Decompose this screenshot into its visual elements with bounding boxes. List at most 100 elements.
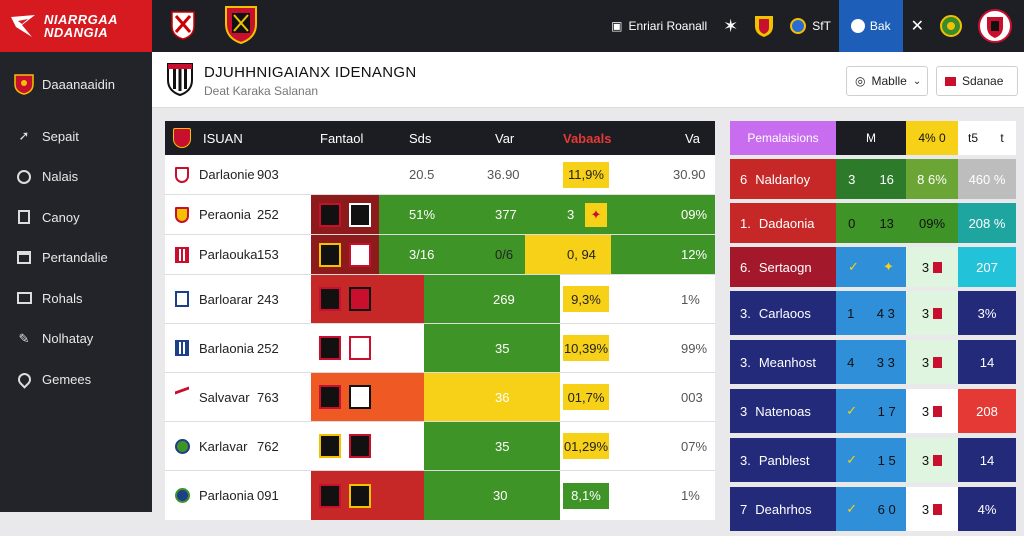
stat-va: 12% <box>681 247 708 262</box>
crest-pair-icon <box>319 471 371 520</box>
green-crest-icon[interactable] <box>932 0 970 52</box>
club-crest-icon[interactable] <box>170 10 196 40</box>
monitor-icon: ▣ <box>611 19 623 33</box>
col-header-sds[interactable]: Sds <box>409 130 432 146</box>
table-row[interactable]: Karlavar 762 35 01,29% 07% <box>165 422 715 471</box>
pin-icon: ➚ <box>18 128 30 144</box>
col-header-name[interactable]: Pemalaisions <box>730 121 836 155</box>
ranking-row[interactable]: 7 Deahrhos ✓ 6 0 3 4% <box>730 487 1016 531</box>
col-header-team[interactable]: ISUAN <box>203 130 243 146</box>
rank: 3. <box>740 452 751 468</box>
bar-segment <box>424 275 560 323</box>
crest-pair-icon <box>319 324 371 372</box>
stat-va: 07% <box>681 438 708 454</box>
sidebar-item-nalais[interactable]: Nalais <box>0 157 152 198</box>
team-name: Salvavar <box>199 389 250 405</box>
ranking-row[interactable]: 3. Carlaoos 1 4 3 3 3% <box>730 291 1016 335</box>
round-crest-icon <box>978 9 1012 43</box>
user-crest-icon[interactable] <box>970 0 1024 52</box>
team-crest-icon <box>175 155 189 194</box>
stat-d: 208 % <box>958 203 1016 243</box>
sidebar-item-pertandalie[interactable]: Pertandalie <box>0 238 152 279</box>
team-number: 243 <box>257 291 279 307</box>
bar-segment <box>379 235 525 274</box>
bar-segment <box>525 235 611 274</box>
star-icon[interactable]: ✶ <box>723 15 739 36</box>
filter-dropdown[interactable]: ◎ Mablle ⌄ <box>846 66 928 96</box>
col-header-vabaals[interactable]: Vabaals <box>563 130 612 146</box>
sidebar-item-label: Pertandalie <box>42 250 108 266</box>
stat-d: 14 <box>958 438 1016 482</box>
standings-table: ISUAN Fantaol Sds Var Vabaals Va Darlaon… <box>165 121 715 520</box>
club-shield-icon[interactable] <box>224 4 258 44</box>
stat-va: 1% <box>681 291 700 307</box>
sidebar-item-nolhatay[interactable]: ✎ Nolhatay <box>0 319 152 360</box>
team-name: Peraonia <box>199 207 252 222</box>
settings-icon[interactable]: ✕ <box>910 18 924 35</box>
bar-segment <box>424 422 560 470</box>
stat-c-value: 3 <box>921 354 930 370</box>
team-crest-icon <box>175 235 189 274</box>
sidebar-item-label: Canoy <box>42 209 80 225</box>
col-header-var[interactable]: Var <box>495 130 515 146</box>
brand-bird-icon <box>11 15 35 37</box>
ranking-row[interactable]: 6. Sertaogn ✓ ✦ 3 207 <box>730 247 1016 287</box>
team-name: Barloarar <box>199 291 253 307</box>
brand-logo[interactable]: NIARRGAA NDANGIA <box>0 0 152 52</box>
crest-pair-icon <box>319 195 371 234</box>
col-header-va[interactable]: Va <box>685 130 700 146</box>
rank: 1. <box>740 215 751 231</box>
club-badge-icon[interactable] <box>746 0 782 52</box>
sidebar-item-gemees[interactable]: Gemees <box>0 359 152 400</box>
table-row[interactable]: Parlaouka 153 3/16 0/6 0, 94 12% <box>165 235 715 275</box>
sidebar-item-label: Nolhatay <box>42 331 94 347</box>
table-row[interactable]: Barlaonia 252 35 10,39% 99% <box>165 324 715 373</box>
rank: 3. <box>740 305 751 321</box>
stat-b: 13 <box>879 215 894 231</box>
sidebar-item-team[interactable]: Daaanaaidin <box>0 52 152 116</box>
stat-vabaals: 9,3% <box>563 286 609 312</box>
stat-vabaals: 0, 94 <box>567 247 596 262</box>
ranking-row[interactable]: 3. Panblest ✓ 1 5 3 14 <box>730 438 1016 482</box>
sidebar-item-label: Sepait <box>42 128 79 144</box>
table-row[interactable]: Darlaonie 903 20.5 36.90 11,9% 30.90 <box>165 155 715 195</box>
col-header-m[interactable]: M <box>836 121 906 155</box>
col-header-pct[interactable]: 4% 0 <box>906 121 958 155</box>
stat-b: 1 5 <box>877 452 896 468</box>
table-row[interactable]: Peraonia 252 51% 377 3 ✦ 09% <box>165 195 715 235</box>
check-icon: ✓ <box>846 452 858 467</box>
table-row[interactable]: Salvavar 763 36 01,7% 003 <box>165 373 715 422</box>
ranking-row[interactable]: 1. Dadaonia 0 13 09% 208 % <box>730 203 1016 243</box>
season-dropdown[interactable]: Sdanae <box>936 66 1018 96</box>
top-nav-item[interactable]: ▣ Enriari Roanall <box>603 0 715 52</box>
stat-c: 09% <box>906 203 958 243</box>
team-number: 252 <box>257 207 279 222</box>
team-crest-icon <box>175 373 189 421</box>
bar-segment <box>424 373 560 421</box>
table-row[interactable]: Barloarar 243 269 9,3% 1% <box>165 275 715 324</box>
sparkle-icon: ✦ <box>883 259 894 274</box>
sidebar-item-rohals[interactable]: Rohals <box>0 278 152 319</box>
stat-vabaals: 01,7% <box>563 384 609 410</box>
stat-va: 30.90 <box>673 167 706 182</box>
stat-vabaals: 10,39% <box>563 335 609 361</box>
col-header-t[interactable]: t <box>988 121 1016 155</box>
table-row[interactable]: Parlaonia 091 30 8,1% 1% <box>165 471 715 520</box>
sidebar-item-sepait[interactable]: ➚ Sepait <box>0 116 152 157</box>
ranking-row[interactable]: 6 Naldarloy 3 16 8 6% 460 % <box>730 159 1016 199</box>
bar-segment <box>424 471 560 520</box>
team-name: Darlaonie <box>199 167 255 182</box>
league-label: SfT <box>812 19 831 33</box>
ranking-row[interactable]: 3. Meanhost 4 3 3 3 14 <box>730 340 1016 384</box>
sidebar-item-canoy[interactable]: Canoy <box>0 197 152 238</box>
league-item[interactable]: SfT <box>782 0 839 52</box>
stat-var: 35 <box>495 438 510 454</box>
team-name: Naldarloy <box>755 171 811 187</box>
col-header-t5[interactable]: t5 <box>958 121 988 155</box>
stat-c: 8 6% <box>906 159 958 199</box>
col-header-fantaol[interactable]: Fantaol <box>320 130 364 146</box>
account-item[interactable]: Bak <box>838 0 903 52</box>
sidebar-item-label: Daaanaaidin <box>42 76 116 92</box>
stat-d: 4% <box>958 487 1016 531</box>
ranking-row[interactable]: 3 Natenoas ✓ 1 7 3 208 <box>730 389 1016 433</box>
